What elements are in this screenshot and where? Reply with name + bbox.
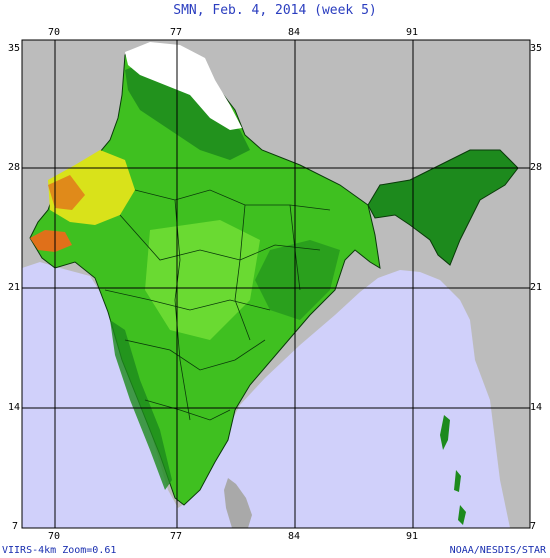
- andaman-islands: [440, 415, 466, 525]
- footer-product: VIIRS-4km Zoom=0.61: [2, 545, 117, 556]
- lon-label-top-70: 70: [48, 27, 61, 38]
- desert-gujarat: [30, 230, 72, 252]
- lon-label-top-84: 84: [288, 27, 301, 38]
- lat-label-left-14: 14: [8, 402, 21, 413]
- lat-label-right-35: 35: [530, 43, 543, 54]
- state-boundaries: [104, 189, 331, 421]
- snow-cover: [125, 42, 242, 130]
- vegetation-dense-north: [125, 60, 250, 160]
- lat-label-right-14: 14: [530, 402, 543, 413]
- lat-label-left-28: 28: [8, 162, 21, 173]
- vegetation-dense-east: [255, 240, 340, 320]
- lat-label-left-35: 35: [8, 43, 21, 54]
- map-title: SMN, Feb. 4, 2014 (week 5): [173, 3, 377, 18]
- lon-label-top-77: 77: [170, 27, 183, 38]
- desert-region: [48, 175, 85, 210]
- lat-label-right-21: 21: [530, 282, 543, 293]
- lon-label-bottom-70: 70: [48, 531, 61, 542]
- lat-label-right-28: 28: [530, 162, 543, 173]
- lat-label-left-21: 21: [8, 282, 21, 293]
- lon-label-bottom-77: 77: [170, 531, 183, 542]
- map-border: [21, 39, 531, 529]
- lon-label-bottom-91: 91: [406, 531, 419, 542]
- footer-agency: NOAA/NESDIS/STAR: [449, 545, 546, 556]
- lat-label-left-7: 7: [12, 521, 19, 532]
- ocean-area: [22, 262, 510, 528]
- sri-lanka: [224, 478, 252, 528]
- lon-label-bottom-84: 84: [288, 531, 301, 542]
- lon-label-top-91: 91: [406, 27, 419, 38]
- vegetation-dense-west-ghats: [110, 320, 172, 490]
- vegetation-light-central: [145, 220, 260, 340]
- grid-lines: [22, 40, 530, 528]
- lat-label-right-7: 7: [530, 521, 537, 532]
